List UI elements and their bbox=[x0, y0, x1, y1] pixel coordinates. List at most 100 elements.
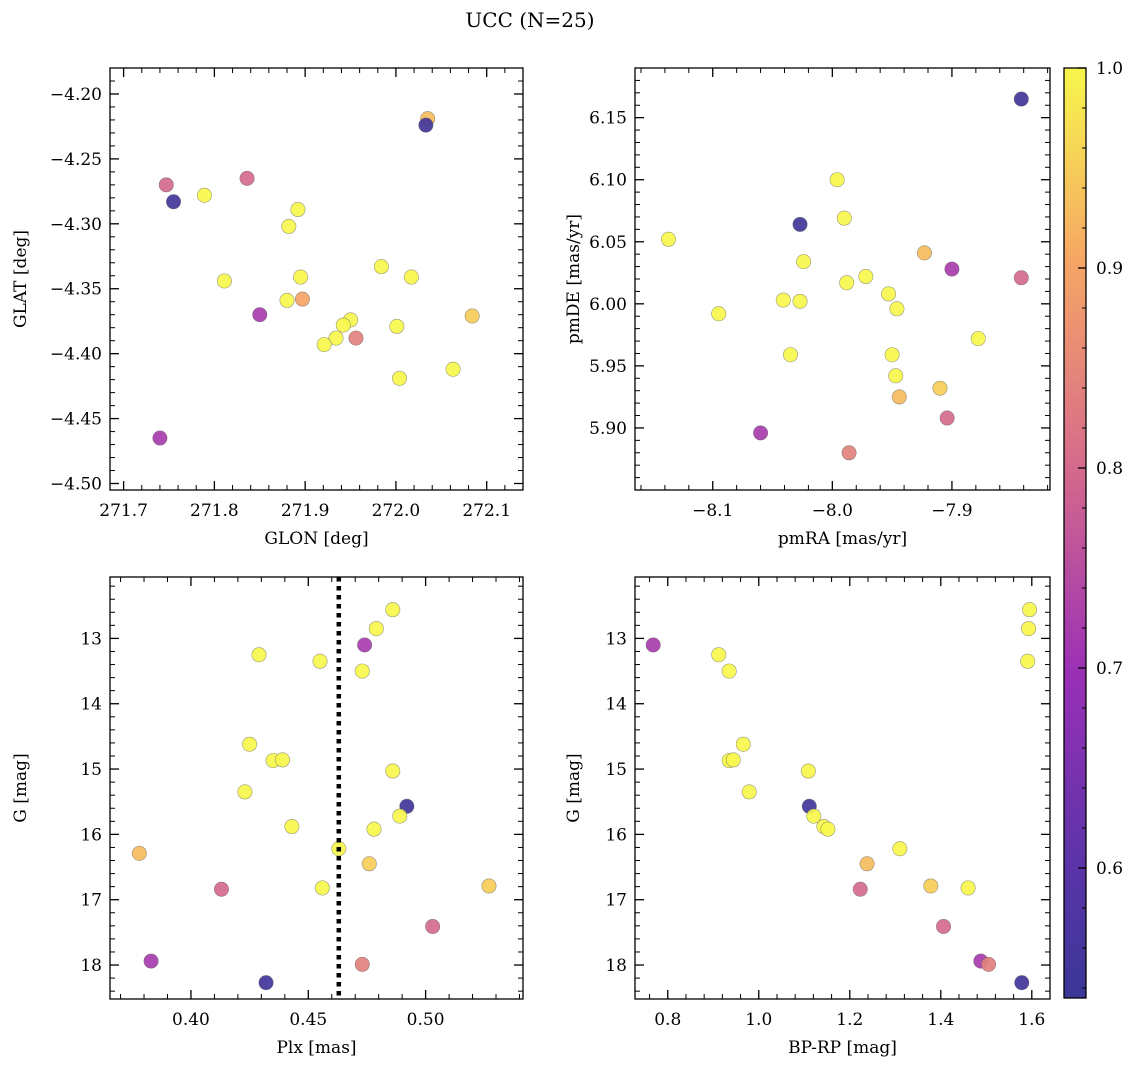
y-tick-label: −4.45 bbox=[50, 410, 102, 430]
data-point bbox=[281, 218, 297, 234]
data-point bbox=[884, 347, 900, 363]
y-tick-label: 16 bbox=[80, 825, 102, 845]
x-tick-label: 1.4 bbox=[927, 1010, 954, 1030]
data-point bbox=[1013, 91, 1029, 107]
x-tick-label: −8.0 bbox=[812, 501, 853, 521]
x-tick-label: 0.50 bbox=[407, 1010, 445, 1030]
data-point bbox=[858, 269, 874, 285]
y-tick-label: −4.30 bbox=[50, 215, 102, 235]
scatter-points bbox=[152, 111, 480, 446]
y-tick-label: 18 bbox=[80, 956, 102, 976]
x-axis-label: pmRA [mas/yr] bbox=[778, 529, 907, 549]
data-point bbox=[335, 317, 351, 333]
figure-title: UCC (N=25) bbox=[465, 8, 594, 32]
data-point bbox=[354, 663, 370, 679]
data-point bbox=[981, 956, 997, 972]
x-axis-label: Plx [mas] bbox=[276, 1038, 356, 1058]
y-tick-label: −4.35 bbox=[50, 280, 102, 300]
data-point bbox=[425, 918, 441, 934]
data-point bbox=[464, 308, 480, 324]
panel-pmra-pmde: −8.1 −8.0 −7.9 5.90 5.95 6.00 6.05 6.10 6.15 pmRA… bbox=[564, 67, 1051, 549]
data-point bbox=[166, 194, 182, 210]
colorbar-gradient bbox=[1064, 68, 1086, 998]
colorbar: 0.6 0.7 0.8 0.9 1.0 bbox=[1063, 59, 1123, 999]
y-tick-label: −4.25 bbox=[50, 150, 102, 170]
data-point bbox=[392, 808, 408, 824]
data-point bbox=[836, 210, 852, 226]
colorbar-tick-label: 0.7 bbox=[1096, 659, 1123, 679]
x-tick-label: 1.0 bbox=[745, 1010, 772, 1030]
data-point bbox=[660, 231, 676, 247]
x-tick-label: 271.8 bbox=[190, 501, 239, 521]
x-tick-label: 271.9 bbox=[281, 501, 330, 521]
data-point bbox=[711, 647, 727, 663]
data-point bbox=[792, 293, 808, 309]
data-point bbox=[392, 370, 408, 386]
data-point bbox=[1020, 653, 1036, 669]
data-point bbox=[418, 117, 434, 133]
data-point bbox=[481, 878, 497, 894]
colorbar-tick-label: 0.9 bbox=[1096, 259, 1123, 279]
y-tick-label: 5.90 bbox=[589, 419, 627, 439]
x-tick-label: 272.1 bbox=[462, 501, 511, 521]
y-tick-label: −4.20 bbox=[50, 85, 102, 105]
data-point bbox=[1014, 975, 1030, 991]
data-point bbox=[373, 259, 389, 275]
x-tick-label: 0.8 bbox=[654, 1010, 681, 1030]
axes-frame bbox=[109, 67, 524, 491]
data-point bbox=[725, 752, 741, 768]
data-point bbox=[258, 975, 274, 991]
data-point bbox=[735, 736, 751, 752]
data-point bbox=[721, 663, 737, 679]
data-point bbox=[1013, 270, 1029, 286]
data-point bbox=[143, 953, 159, 969]
data-point bbox=[294, 291, 310, 307]
y-tick-label: 6.15 bbox=[589, 109, 627, 129]
colorbar-tick-label: 0.6 bbox=[1096, 859, 1123, 879]
data-point bbox=[312, 653, 328, 669]
data-point bbox=[252, 307, 268, 323]
data-point bbox=[645, 637, 661, 653]
y-tick-label: 13 bbox=[80, 629, 102, 649]
data-point bbox=[892, 841, 908, 857]
data-point bbox=[782, 347, 798, 363]
data-point bbox=[251, 647, 267, 663]
x-tick-label: 1.2 bbox=[836, 1010, 863, 1030]
data-point bbox=[314, 880, 330, 896]
data-point bbox=[923, 878, 939, 894]
data-point bbox=[792, 216, 808, 232]
data-point bbox=[859, 856, 875, 872]
data-point bbox=[237, 784, 253, 800]
x-tick-label: 271.7 bbox=[99, 501, 148, 521]
data-point bbox=[389, 318, 405, 334]
data-point bbox=[348, 330, 364, 346]
data-point bbox=[158, 177, 174, 193]
y-tick-label: 18 bbox=[605, 956, 627, 976]
y-tick-label: 15 bbox=[605, 760, 627, 780]
x-axis-label: GLON [deg] bbox=[264, 529, 368, 549]
data-point bbox=[820, 821, 836, 837]
data-point bbox=[239, 170, 255, 186]
data-point bbox=[1021, 621, 1037, 637]
data-point bbox=[385, 763, 401, 779]
data-point bbox=[196, 187, 212, 203]
data-point bbox=[839, 275, 855, 291]
y-axis-label: G [mag] bbox=[11, 753, 31, 822]
data-point bbox=[852, 881, 868, 897]
y-tick-label: −4.50 bbox=[50, 475, 102, 495]
data-point bbox=[213, 881, 229, 897]
data-point bbox=[889, 301, 905, 317]
data-point bbox=[711, 306, 727, 322]
colorbar-frame bbox=[1063, 67, 1087, 999]
data-point bbox=[242, 736, 258, 752]
data-point bbox=[841, 445, 857, 461]
data-point bbox=[361, 856, 377, 872]
data-point bbox=[354, 956, 370, 972]
scatter-points bbox=[131, 602, 497, 991]
data-point bbox=[316, 337, 332, 353]
y-tick-label: 6.00 bbox=[589, 295, 627, 315]
data-point bbox=[357, 637, 373, 653]
y-tick-label: −4.40 bbox=[50, 345, 102, 365]
y-axis-label: GLAT [deg] bbox=[11, 230, 31, 328]
